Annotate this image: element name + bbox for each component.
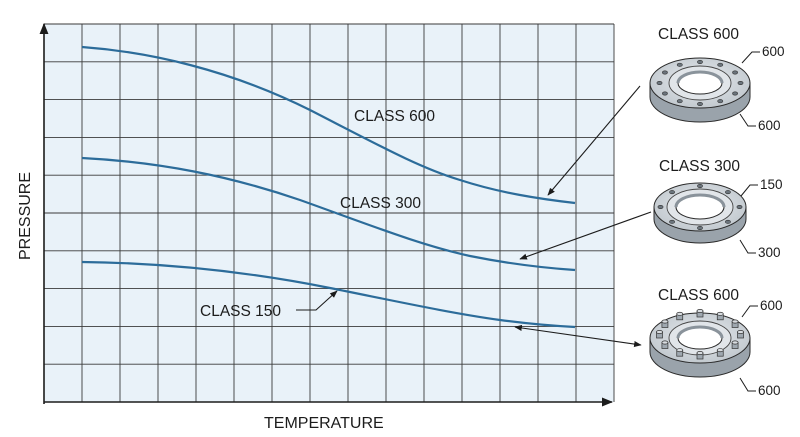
flange-bolt-hole <box>697 226 703 231</box>
flange-stud-top <box>661 340 669 345</box>
flange-bolt-hole <box>725 219 731 224</box>
flange-3-callout-bottom: 600 <box>758 383 781 398</box>
flange-bolt-hole <box>697 102 703 107</box>
flange-3-title: CLASS 600 <box>658 287 739 304</box>
flange-3: CLASS 600 600 600 <box>649 287 783 398</box>
flange-3-drawing <box>649 309 751 378</box>
flange-bolt-hole <box>717 99 724 104</box>
flange-bolt-hole <box>717 62 724 67</box>
curve-label-class-150: CLASS 150 <box>200 303 281 320</box>
flange-bore-shadow <box>676 70 724 84</box>
flange-bolt-hole <box>725 190 731 195</box>
flange-1-title: CLASS 600 <box>658 26 739 43</box>
flange-bolt-hole <box>669 219 675 224</box>
flange-2-leader-top <box>740 184 758 197</box>
y-axis-label: PRESSURE <box>17 172 34 260</box>
flange-1-callout-top: 600 <box>762 44 785 59</box>
flange-bore-shadow <box>676 325 724 339</box>
flange-bolt-hole <box>676 62 683 67</box>
leader-flange-1-to-curve <box>547 85 641 196</box>
x-axis-label: TEMPERATURE <box>264 415 384 432</box>
curve-class-300 <box>81 156 576 272</box>
flange-bolt-hole <box>732 70 738 75</box>
flange-stud-top <box>676 311 684 316</box>
curve-label-class-600: CLASS 600 <box>354 108 435 125</box>
flange-bolt-hole <box>697 184 703 189</box>
flange-2-callout-top: 150 <box>760 177 783 192</box>
flange-bolt-hole <box>732 91 738 96</box>
leader-class-150 <box>296 290 338 311</box>
flange-bolt-hole <box>669 190 675 195</box>
flange-1-drawing <box>649 57 751 123</box>
flange-1-callout-bottom: 600 <box>758 118 781 133</box>
flange-2-callout-bottom: 300 <box>758 245 781 260</box>
flange-1-leader-bottom <box>739 113 756 127</box>
curve-class-600 <box>81 45 576 205</box>
flange-stud-top <box>661 319 669 324</box>
flange-stud-top <box>696 351 704 355</box>
flange-2-title: CLASS 300 <box>659 158 740 175</box>
flange-stud-top <box>731 319 739 324</box>
flange-2-drawing <box>653 182 747 244</box>
flange-bolt-hole <box>736 205 743 210</box>
flange-stud-top <box>656 330 663 334</box>
flange-bolt-hole <box>662 91 668 96</box>
grid-lines <box>44 23 615 402</box>
flange-3-leader-bottom <box>739 377 756 392</box>
flange-stud-top <box>676 348 684 353</box>
flange-2-leader-bottom <box>739 239 756 254</box>
flange-bolt-hole <box>656 81 663 86</box>
leader-flange-2-to-curve <box>519 211 652 260</box>
flange-stud-top <box>731 340 739 345</box>
flange-1: CLASS 600 600 600 <box>649 26 785 133</box>
flange-3-leader-top <box>741 305 758 318</box>
flange-bolt-hole <box>676 99 683 104</box>
flange-bolt-hole <box>697 59 703 64</box>
curve-label-class-300: CLASS 300 <box>340 195 421 212</box>
flange-stud-top <box>716 311 724 316</box>
flange-bolt-hole <box>657 205 664 210</box>
flange-stud-top <box>696 309 704 313</box>
flange-bolt-hole <box>737 81 744 86</box>
flange-bore-shadow <box>674 193 726 208</box>
curve-class-150 <box>81 260 576 329</box>
flange-stud-top <box>737 330 744 334</box>
flange-2: CLASS 300 150 300 <box>653 158 783 260</box>
flange-1-leader-top <box>741 51 760 64</box>
flange-bolt-hole <box>662 70 668 75</box>
flange-3-callout-top: 600 <box>760 298 783 313</box>
leader-flange-3-to-curve <box>514 324 642 348</box>
flange-stud-top <box>716 348 724 353</box>
